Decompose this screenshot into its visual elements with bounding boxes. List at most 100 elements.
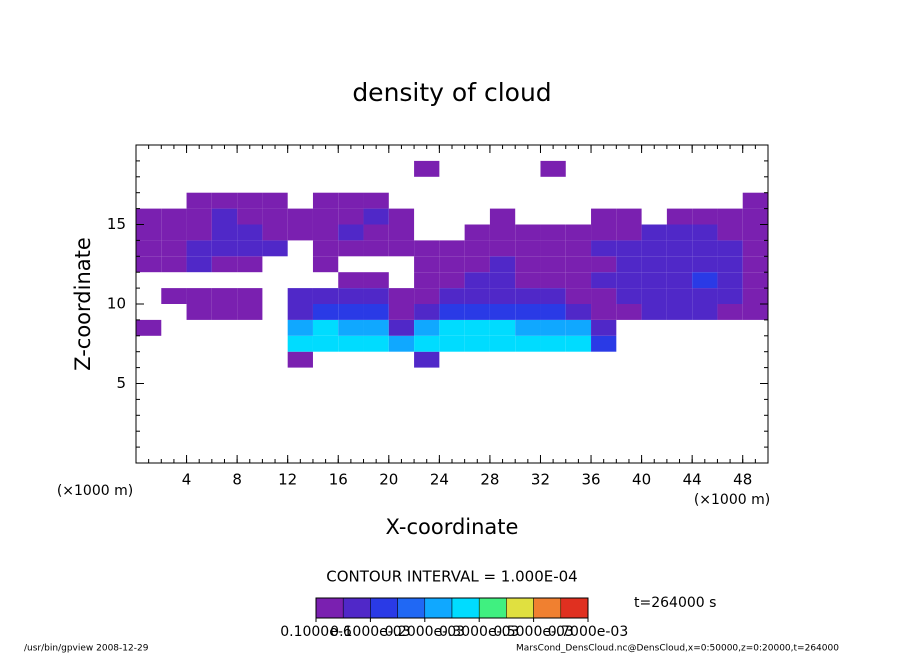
cell xyxy=(464,288,490,304)
colorbar-frame xyxy=(315,597,589,619)
cell xyxy=(186,192,212,209)
cell xyxy=(388,319,415,336)
cell xyxy=(641,304,667,320)
cell xyxy=(540,335,566,352)
colorbar-band xyxy=(424,597,453,619)
colorbar-band xyxy=(533,597,562,619)
cell xyxy=(489,208,516,225)
cell xyxy=(312,208,339,225)
cell xyxy=(388,288,415,304)
cell xyxy=(414,319,440,336)
cell xyxy=(186,304,212,320)
cell xyxy=(262,224,288,241)
x-tick-label: 4 xyxy=(182,471,192,489)
cell xyxy=(186,240,212,257)
cell xyxy=(692,208,718,225)
cell xyxy=(439,304,465,320)
colorbar-band xyxy=(342,597,371,619)
cell xyxy=(439,256,465,273)
cell xyxy=(439,335,465,352)
cell xyxy=(591,208,617,225)
cell xyxy=(717,304,743,320)
cell xyxy=(136,319,162,336)
cell xyxy=(489,224,516,241)
cell xyxy=(464,304,490,320)
colorbar-label: 0.7000e-03 xyxy=(548,624,628,640)
cell xyxy=(616,272,642,289)
cell xyxy=(616,256,642,273)
colorbar-band xyxy=(370,597,398,619)
cell xyxy=(540,224,566,241)
cell xyxy=(338,192,364,209)
cell xyxy=(237,208,263,225)
cell xyxy=(692,224,718,241)
cell xyxy=(363,304,389,320)
cell xyxy=(641,256,667,273)
cell xyxy=(414,160,440,177)
y-tick-label: 15 xyxy=(107,215,126,233)
cell xyxy=(641,224,667,241)
cell xyxy=(312,304,339,320)
cell xyxy=(287,335,313,352)
cell xyxy=(540,256,566,273)
cell xyxy=(692,304,718,320)
cell xyxy=(591,335,617,352)
cell xyxy=(616,240,642,257)
cell xyxy=(338,272,364,289)
cell xyxy=(565,288,592,304)
cell xyxy=(338,335,364,352)
cell xyxy=(717,208,743,225)
cell xyxy=(211,256,238,273)
colorbar-band xyxy=(478,597,507,619)
cell xyxy=(489,288,516,304)
cell xyxy=(338,319,364,336)
y-tick-label: 5 xyxy=(116,374,126,392)
cell xyxy=(616,304,642,320)
colorbar-band xyxy=(397,597,426,619)
cell xyxy=(414,256,440,273)
colorbar-label: 0.5000e-03 xyxy=(493,624,573,640)
cell xyxy=(439,319,465,336)
footer: /usr/bin/gpview 2008-12-29 xyxy=(24,644,149,654)
cell xyxy=(717,240,743,257)
x-tick-label: 20 xyxy=(379,471,398,489)
cell xyxy=(262,192,288,209)
cell xyxy=(287,304,313,320)
cell xyxy=(161,208,187,225)
cell xyxy=(666,224,693,241)
cell xyxy=(692,272,718,289)
cell xyxy=(186,288,212,304)
cell xyxy=(464,335,490,352)
x-tick-label: 12 xyxy=(278,471,297,489)
cell xyxy=(742,288,768,304)
cell xyxy=(489,319,516,336)
cell xyxy=(666,288,693,304)
colorbar-band xyxy=(560,597,589,619)
cell xyxy=(540,240,566,257)
cell xyxy=(641,272,667,289)
cell xyxy=(464,319,490,336)
cell xyxy=(414,304,440,320)
cell xyxy=(464,240,490,257)
cell xyxy=(591,224,617,241)
cell xyxy=(287,208,313,225)
cell xyxy=(388,304,415,320)
cell xyxy=(565,304,592,320)
cell xyxy=(515,288,541,304)
cell xyxy=(515,335,541,352)
cell xyxy=(616,208,642,225)
cell xyxy=(338,288,364,304)
cell xyxy=(237,288,263,304)
colorbar-label: 0.3000e-03 xyxy=(439,624,519,640)
cell xyxy=(565,224,592,241)
cell xyxy=(136,208,162,225)
cell xyxy=(464,272,490,289)
cell xyxy=(616,288,642,304)
cell xyxy=(591,240,617,257)
y-axis-label: Z-coordinate xyxy=(71,237,95,371)
x-tick-label: 24 xyxy=(430,471,449,489)
cell xyxy=(515,319,541,336)
cell xyxy=(742,256,768,273)
cell xyxy=(439,272,465,289)
